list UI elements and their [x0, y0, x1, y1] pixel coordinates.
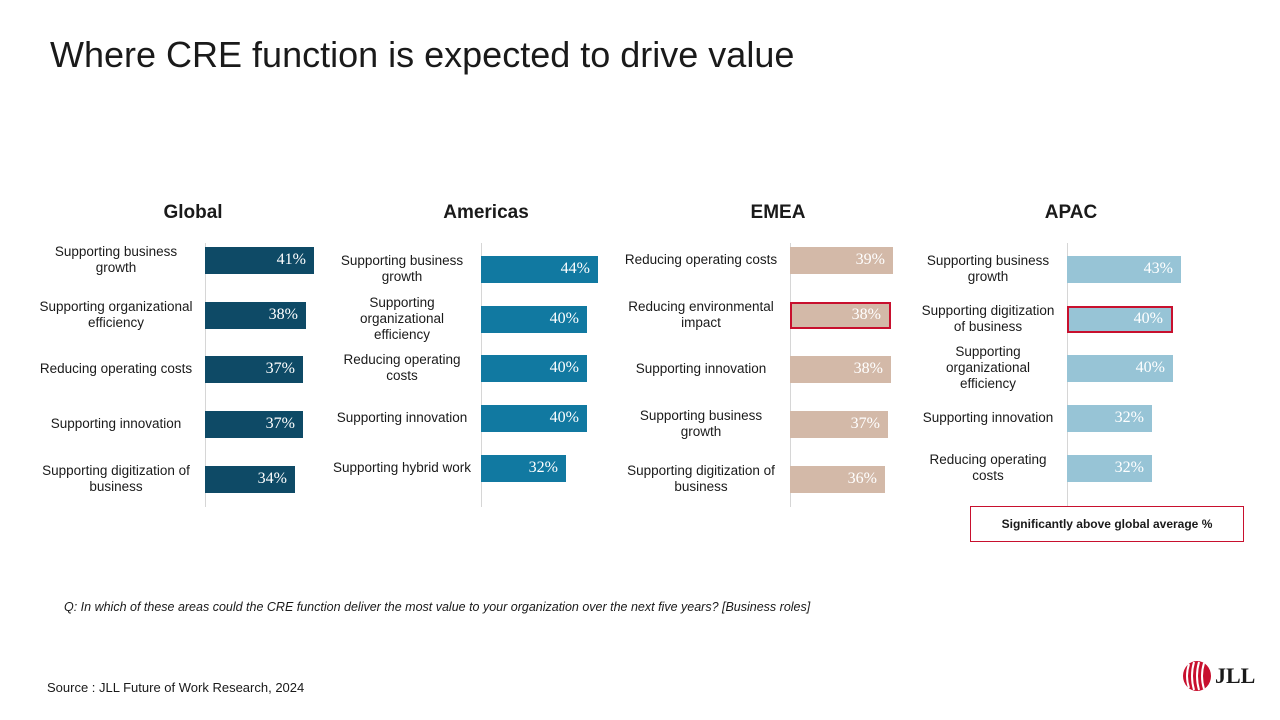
bar-emea: 37%	[790, 410, 888, 438]
bar-value-label: 39%	[855, 251, 885, 268]
bar-value-label: 40%	[549, 310, 579, 327]
category-label: Supporting business growth	[926, 253, 1050, 284]
bar-value-label: 43%	[1143, 260, 1173, 277]
category-label: Supporting organizational efficiency	[359, 295, 445, 342]
bar-value-label: 38%	[851, 306, 881, 323]
bar-value-label: 40%	[549, 359, 579, 376]
jll-logo: JLL	[1182, 660, 1255, 692]
category-label: Supporting business growth	[340, 253, 464, 284]
bar-value-label: 41%	[276, 251, 306, 268]
bar-apac: 40%	[1067, 354, 1173, 382]
bar-value-label: 40%	[549, 409, 579, 426]
bar-americas: 40%	[481, 354, 587, 382]
bar-americas: 40%	[481, 305, 587, 333]
category-label: Supporting business growth	[54, 244, 178, 275]
bar-emea: 39%	[790, 246, 893, 274]
bar-apac: 32%	[1067, 454, 1152, 482]
category-label: Supporting organizational efficiency	[39, 299, 193, 330]
chart-title-global: Global	[163, 202, 223, 223]
bar-americas: 40%	[481, 404, 587, 432]
legend-highlight-box: Significantly above global average %	[970, 506, 1244, 542]
bar-value-label: 40%	[1133, 310, 1163, 327]
category-label: Reducing environmental impact	[628, 299, 774, 330]
bar-value-label: 32%	[528, 459, 558, 476]
bar-value-label: 36%	[847, 470, 877, 487]
category-label: Reducing operating costs	[929, 452, 1047, 483]
category-label: Supporting organizational efficiency	[945, 344, 1031, 391]
bar-apac: 32%	[1067, 404, 1152, 432]
bar-value-label: 32%	[1114, 459, 1144, 476]
category-label: Supporting innovation	[336, 410, 468, 425]
bar-apac: 40%	[1067, 305, 1173, 333]
category-label: Reducing operating costs	[39, 361, 193, 376]
bar-global: 37%	[205, 410, 303, 438]
bar-global: 38%	[205, 301, 306, 329]
bar-value-label: 34%	[257, 470, 287, 487]
source-note: Source : JLL Future of Work Research, 20…	[47, 680, 305, 695]
category-label: Supporting digitization of business	[627, 463, 775, 494]
jll-logo-icon	[1183, 661, 1211, 691]
category-label: Supporting innovation	[635, 361, 767, 376]
category-label: Supporting innovation	[50, 416, 182, 431]
jll-logo-text: JLL	[1215, 663, 1256, 688]
category-label: Supporting innovation	[922, 410, 1054, 425]
category-label: Supporting hybrid work	[332, 460, 472, 475]
category-label: Reducing operating costs	[624, 252, 778, 267]
bar-emea: 38%	[790, 301, 891, 329]
category-label: Supporting digitization of business	[42, 463, 190, 494]
legend-label: Significantly above global average %	[1001, 517, 1213, 531]
bar-value-label: 37%	[265, 360, 295, 377]
chart-title-apac: APAC	[1044, 202, 1098, 223]
bar-value-label: 32%	[1114, 409, 1144, 426]
bar-americas: 44%	[481, 255, 598, 283]
bar-global: 37%	[205, 355, 303, 383]
bar-value-label: 40%	[1135, 359, 1165, 376]
bar-emea: 38%	[790, 355, 891, 383]
bar-value-label: 38%	[853, 360, 883, 377]
bar-value-label: 37%	[850, 415, 880, 432]
bar-apac: 43%	[1067, 255, 1181, 283]
bar-global: 41%	[205, 246, 314, 274]
page-title: Where CRE function is expected to drive …	[50, 34, 795, 75]
survey-question: Q: In which of these areas could the CRE…	[64, 600, 811, 614]
category-label: Reducing operating costs	[343, 352, 461, 383]
bar-global: 34%	[205, 465, 295, 493]
chart-title-emea: EMEA	[750, 202, 806, 223]
category-label: Supporting business growth	[639, 408, 763, 439]
bar-americas: 32%	[481, 454, 566, 482]
category-label: Supporting digitization of business	[921, 303, 1055, 334]
chart-title-americas: Americas	[443, 202, 529, 223]
bar-value-label: 37%	[265, 415, 295, 432]
bar-emea: 36%	[790, 465, 885, 493]
bar-value-label: 38%	[268, 306, 298, 323]
bar-value-label: 44%	[560, 260, 590, 277]
